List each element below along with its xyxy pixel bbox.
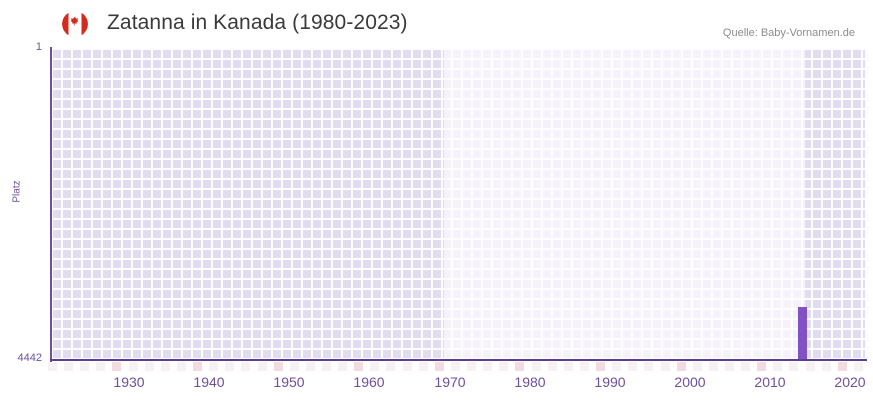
x-axis-tick-label: 1980 xyxy=(514,374,546,390)
x-tick-minor xyxy=(483,362,493,371)
x-tick-minor xyxy=(289,362,299,371)
x-tick-minor xyxy=(467,362,477,371)
x-tick-minor xyxy=(96,362,106,371)
x-axis-tick-label: 2010 xyxy=(754,374,786,390)
x-axis-tick-strip xyxy=(48,362,866,371)
x-tick-minor xyxy=(128,362,138,371)
x-tick-minor xyxy=(418,362,428,371)
x-tick-minor xyxy=(789,362,799,371)
x-tick-minor xyxy=(402,362,412,371)
x-tick-minor xyxy=(757,362,767,371)
x-tick-minor xyxy=(450,362,460,371)
x-tick-minor xyxy=(209,362,219,371)
x-tick-minor xyxy=(741,362,751,371)
x-axis-tick-label: 2000 xyxy=(674,374,706,390)
x-tick-minor xyxy=(257,362,267,371)
x-tick-minor xyxy=(241,362,251,371)
canada-flag-icon xyxy=(62,11,88,37)
out-of-range-band-left xyxy=(52,49,444,360)
x-tick-minor xyxy=(160,362,170,371)
x-axis-tick-label: 1960 xyxy=(353,374,385,390)
chart-header: Zatanna in Kanada (1980-2023) Quelle: Ba… xyxy=(0,0,873,46)
x-tick-minor xyxy=(354,362,364,371)
x-axis-line xyxy=(50,359,867,361)
x-tick-minor xyxy=(644,362,654,371)
x-tick-minor xyxy=(853,362,863,371)
x-axis-tick-label: 1930 xyxy=(113,374,145,390)
x-axis-tick-label: 1990 xyxy=(594,374,626,390)
page-title: Zatanna in Kanada (1980-2023) xyxy=(107,11,408,34)
x-tick-minor xyxy=(773,362,783,371)
x-tick-minor xyxy=(305,362,315,371)
x-axis-tick-label: 2020 xyxy=(834,374,866,390)
source-attribution: Quelle: Baby-Vornamen.de xyxy=(722,27,855,39)
x-axis-tick-label: 1970 xyxy=(434,374,466,390)
x-tick-minor xyxy=(708,362,718,371)
x-tick-minor xyxy=(338,362,348,371)
out-of-range-band-right xyxy=(805,49,866,360)
y-axis-tick-top: 1 xyxy=(35,41,42,53)
x-tick-minor xyxy=(225,362,235,371)
x-tick-minor xyxy=(112,362,122,371)
x-tick-minor xyxy=(144,362,154,371)
x-tick-minor xyxy=(176,362,186,371)
x-tick-minor xyxy=(837,362,847,371)
x-tick-minor xyxy=(547,362,557,371)
x-tick-minor xyxy=(692,362,702,371)
x-tick-minor xyxy=(370,362,380,371)
x-tick-minor xyxy=(724,362,734,371)
x-tick-minor xyxy=(80,362,90,371)
bar-2020 xyxy=(797,307,807,360)
x-axis-tick-label: 1950 xyxy=(273,374,305,390)
plot-area xyxy=(52,49,866,360)
x-tick-minor xyxy=(499,362,509,371)
x-tick-minor xyxy=(821,362,831,371)
x-tick-minor xyxy=(563,362,573,371)
x-tick-minor xyxy=(193,362,203,371)
x-tick-minor xyxy=(434,362,444,371)
y-axis-title: Platz xyxy=(11,180,23,203)
x-tick-minor xyxy=(579,362,589,371)
x-tick-minor xyxy=(660,362,670,371)
x-tick-minor xyxy=(805,362,815,371)
y-axis-line xyxy=(50,47,52,362)
x-tick-minor xyxy=(531,362,541,371)
x-tick-minor xyxy=(612,362,622,371)
x-tick-minor xyxy=(596,362,606,371)
x-tick-minor xyxy=(386,362,396,371)
x-axis-tick-label: 1940 xyxy=(193,374,225,390)
x-tick-minor xyxy=(273,362,283,371)
x-tick-minor xyxy=(322,362,332,371)
x-tick-minor xyxy=(628,362,638,371)
x-tick-minor xyxy=(64,362,74,371)
y-axis-tick-bottom: 4442 xyxy=(17,352,42,364)
x-tick-minor xyxy=(48,362,57,371)
x-tick-minor xyxy=(676,362,686,371)
x-tick-minor xyxy=(515,362,525,371)
